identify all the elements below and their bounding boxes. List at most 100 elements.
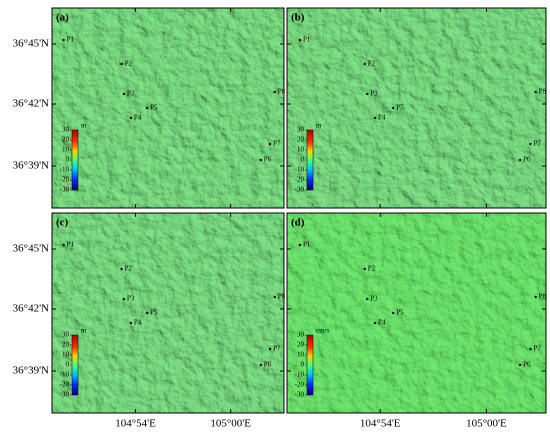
point-label: P5	[396, 309, 404, 317]
point-label: P1	[303, 241, 311, 249]
point-marker	[62, 243, 65, 247]
point-label: P5	[150, 309, 158, 317]
panel-frame	[286, 7, 547, 209]
panel-label: (d)	[291, 217, 305, 229]
point-marker	[391, 311, 395, 315]
colorbar-tick-label: -20	[295, 176, 305, 184]
colorbar-tick-label: 0	[301, 156, 305, 164]
point-marker	[363, 267, 366, 271]
colorbar	[306, 334, 314, 396]
panel-label: (b)	[291, 12, 305, 24]
point-label: P2	[125, 265, 133, 273]
y-axis-label: 36°39'N	[13, 160, 49, 172]
point-marker	[62, 38, 65, 42]
point-label: P8	[539, 88, 547, 96]
colorbar-tick-label: 0	[301, 361, 305, 369]
colorbar-tick-label: -30	[295, 391, 305, 399]
point-label: P5	[150, 104, 158, 112]
point-marker	[129, 116, 133, 120]
point-marker	[373, 116, 377, 120]
point-label: P7	[273, 345, 281, 353]
colorbar-unit: m	[81, 327, 87, 335]
point-marker	[529, 142, 532, 146]
colorbar-tick-label: 30	[62, 126, 70, 134]
colorbar-tick-label: 10	[62, 146, 70, 154]
terrain-relief	[287, 8, 546, 208]
point-marker	[373, 321, 377, 325]
point-marker	[268, 142, 272, 146]
point-label: P4	[134, 114, 142, 122]
point-label: P2	[368, 265, 376, 273]
point-label: P2	[125, 60, 133, 68]
y-axis-label: 36°45'N	[13, 243, 49, 255]
colorbar-tick-label: 0	[66, 361, 70, 369]
point-label: P3	[127, 90, 135, 98]
y-axis-label: 36°45'N	[13, 38, 49, 50]
point-label: P4	[378, 114, 386, 122]
y-axis-label: 36°42'N	[13, 303, 49, 315]
colorbar-unit: cm/s	[316, 327, 329, 335]
y-axis-label: 36°42'N	[13, 98, 49, 110]
point-marker	[145, 311, 149, 315]
point-label: P1	[67, 241, 75, 249]
point-label: P8	[278, 88, 286, 96]
point-label: P4	[378, 319, 386, 327]
x-axis-label: 104°54'E	[115, 418, 156, 430]
x-axis-label: 104°54'E	[360, 418, 401, 430]
panel-frame	[286, 212, 547, 414]
point-marker	[259, 363, 262, 367]
x-axis-label: 105°00'E	[210, 418, 251, 430]
panel-frame	[51, 212, 285, 414]
point-marker	[120, 62, 123, 66]
colorbar-tick-label: 10	[62, 351, 70, 359]
colorbar-tick-label: 0	[66, 156, 70, 164]
point-marker	[363, 62, 366, 66]
point-marker	[120, 267, 123, 271]
point-marker	[129, 321, 133, 325]
point-label: P6	[264, 156, 272, 164]
point-marker	[366, 297, 369, 301]
colorbar-tick-label: -10	[60, 166, 70, 174]
point-label: P1	[303, 36, 311, 44]
colorbar-tick-label: 10	[297, 351, 305, 359]
colorbar-tick-label: 20	[297, 136, 305, 144]
colorbar-tick-label: -30	[295, 186, 305, 194]
point-label: P7	[533, 345, 541, 353]
point-label: P5	[396, 104, 404, 112]
point-marker	[534, 295, 537, 299]
point-marker	[122, 92, 126, 96]
colorbar-tick-label: 30	[62, 331, 70, 339]
colorbar-tick-label: -20	[60, 381, 70, 389]
point-marker	[366, 92, 369, 96]
point-label: P6	[523, 361, 531, 369]
colorbar-tick-label: -20	[60, 176, 70, 184]
terrain-relief	[52, 213, 284, 413]
colorbar-tick-label: -20	[295, 381, 305, 389]
point-marker	[273, 90, 276, 94]
point-marker	[518, 158, 522, 162]
point-label: P6	[264, 361, 272, 369]
point-marker	[529, 347, 532, 351]
colorbar-tick-label: -30	[60, 391, 70, 399]
colorbar-unit: m	[81, 122, 87, 130]
point-label: P4	[134, 319, 142, 327]
colorbar	[71, 129, 79, 191]
y-axis-label: 36°39'N	[13, 365, 49, 377]
point-label: P3	[127, 295, 135, 303]
point-marker	[518, 363, 522, 367]
point-label: P2	[368, 60, 376, 68]
colorbar-tick-label: -10	[295, 166, 305, 174]
point-marker	[268, 347, 272, 351]
colorbar-tick-label: -30	[60, 186, 70, 194]
terrain-relief	[52, 8, 284, 208]
panel-label: (a)	[56, 12, 69, 24]
colorbar-tick-label: 10	[297, 146, 305, 154]
colorbar-tick-label: -10	[60, 371, 70, 379]
colorbar-tick-label: 30	[297, 331, 305, 339]
point-label: P7	[273, 140, 281, 148]
